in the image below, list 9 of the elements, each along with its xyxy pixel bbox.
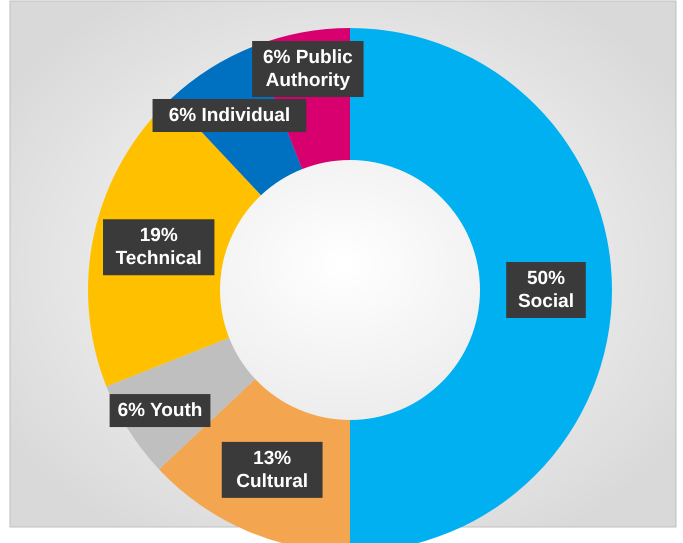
slice-label: 6% Public Authority	[262, 46, 354, 91]
data-label: 19%	[140, 225, 178, 246]
slice-label: Technical	[116, 248, 202, 270]
slice-label: 6% Youth	[118, 400, 202, 422]
slice-label: Social	[518, 291, 574, 312]
data-label: 13%	[253, 448, 292, 469]
slice-label: Cultural	[236, 470, 308, 492]
data-label: 50%	[526, 268, 566, 289]
slice-label: 6% Individual	[168, 104, 290, 126]
